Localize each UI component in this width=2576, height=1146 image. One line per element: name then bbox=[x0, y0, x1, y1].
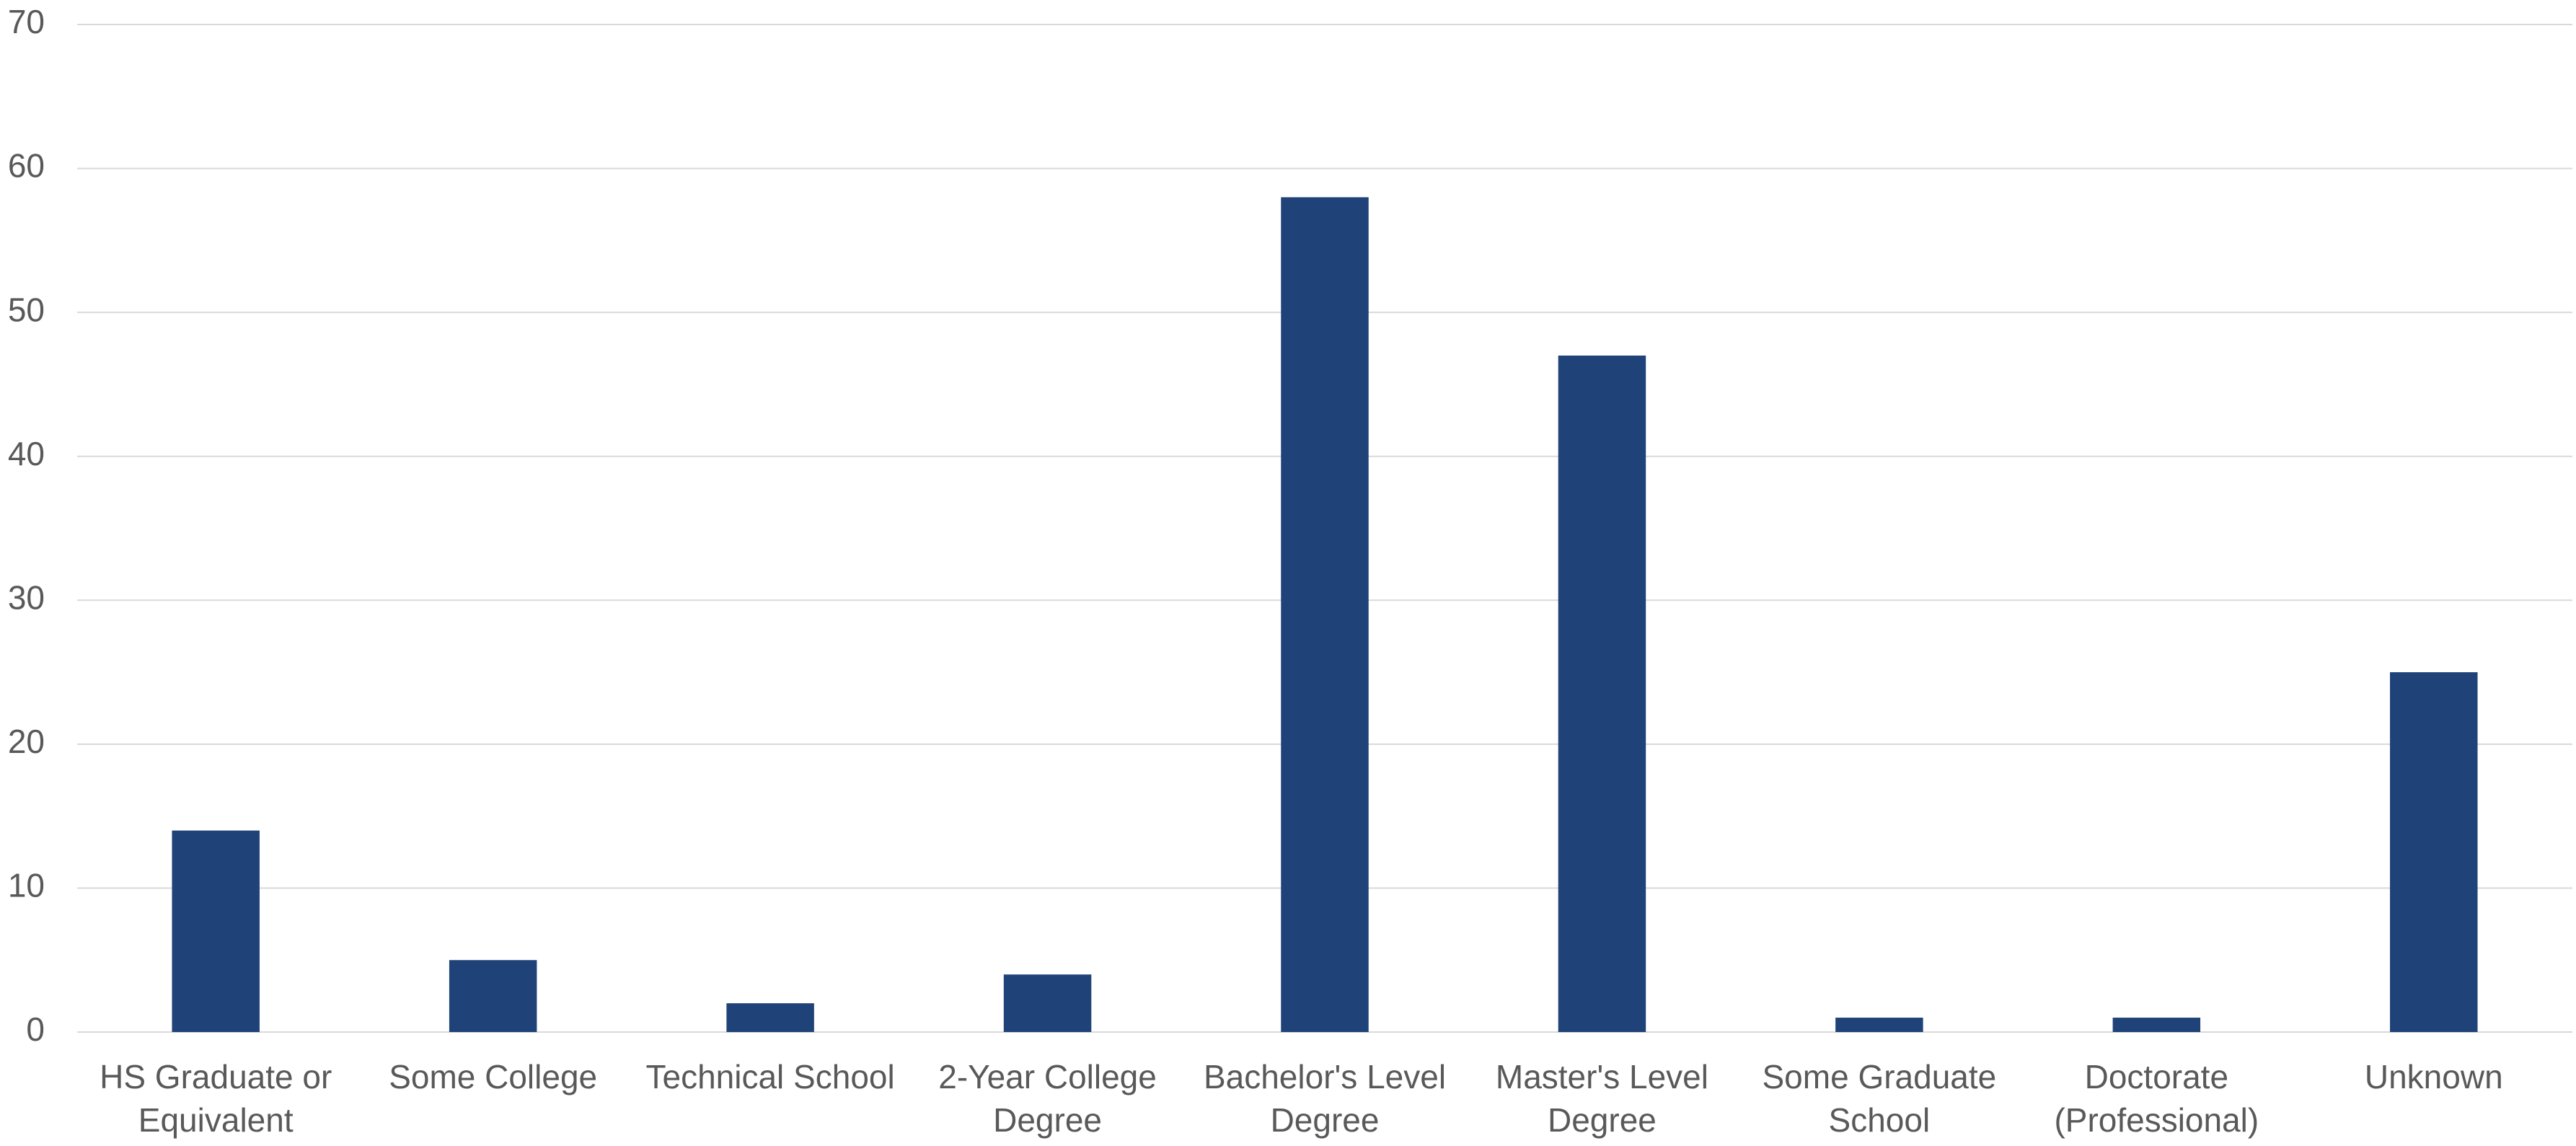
bar bbox=[1281, 197, 1369, 1032]
bar bbox=[2112, 1018, 2201, 1032]
x-tick-label: Bachelor's Level Degree bbox=[1204, 1058, 1446, 1139]
y-tick-label: 40 bbox=[8, 435, 45, 472]
x-tick-label: Doctorate (Professional) bbox=[2054, 1058, 2259, 1139]
x-tick-label: Some Graduate School bbox=[1763, 1058, 1997, 1139]
y-tick-label: 0 bbox=[26, 1010, 45, 1048]
x-tick-label: Master's Level Degree bbox=[1496, 1058, 1708, 1139]
x-tick-label: 2-Year College Degree bbox=[938, 1058, 1157, 1139]
bar bbox=[449, 960, 537, 1032]
y-tick-label: 30 bbox=[8, 578, 45, 616]
y-tick-label: 20 bbox=[8, 723, 45, 760]
bar bbox=[726, 1003, 814, 1032]
y-tick-label: 50 bbox=[8, 291, 45, 328]
x-tick-label: Unknown bbox=[2365, 1058, 2503, 1096]
bar bbox=[1835, 1018, 1923, 1032]
bar bbox=[2390, 672, 2478, 1032]
x-tick-label: Some College bbox=[389, 1058, 597, 1096]
bar bbox=[1003, 974, 1092, 1032]
bar bbox=[172, 830, 260, 1032]
y-tick-label: 70 bbox=[8, 3, 45, 40]
x-tick-label: HS Graduate or Equivalent bbox=[100, 1058, 332, 1139]
y-tick-label: 60 bbox=[8, 147, 45, 185]
y-tick-label: 10 bbox=[8, 867, 45, 904]
x-tick-label: Technical School bbox=[646, 1058, 895, 1096]
bar bbox=[1558, 356, 1646, 1032]
